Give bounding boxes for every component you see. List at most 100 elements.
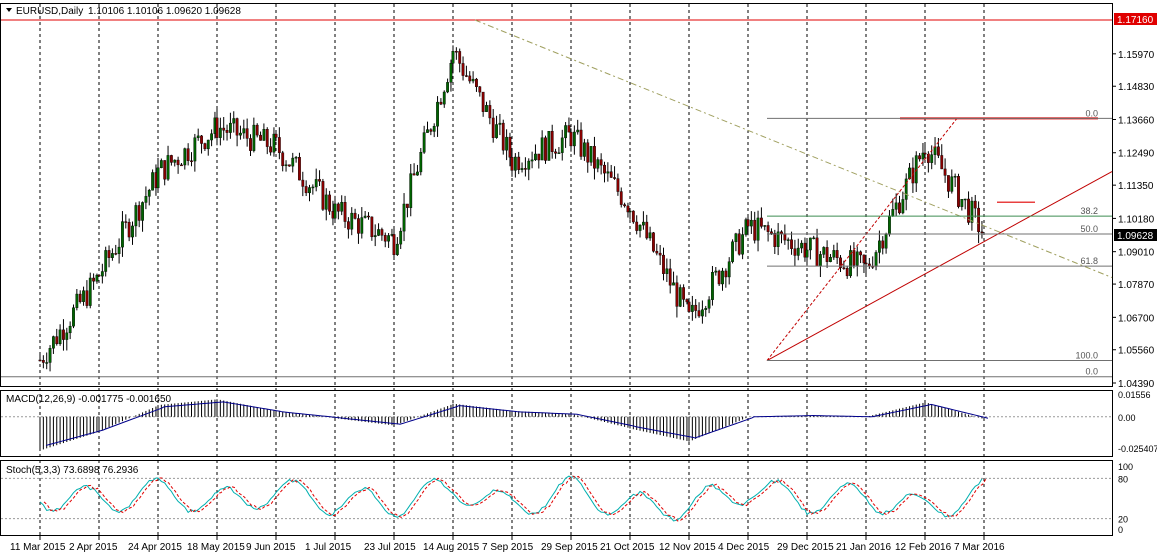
candle — [513, 153, 517, 178]
candle — [544, 135, 547, 164]
candle — [308, 184, 311, 202]
candle — [206, 139, 210, 156]
candle — [855, 246, 859, 277]
candle — [127, 218, 131, 242]
candle — [468, 71, 472, 84]
candle — [225, 124, 229, 141]
date-label: 12 Feb 2016 — [895, 542, 952, 553]
dropdown-triangle-icon[interactable] — [6, 8, 12, 12]
candle — [52, 335, 55, 354]
candle — [281, 150, 285, 172]
candle — [898, 195, 901, 215]
candle — [245, 118, 249, 147]
date-axis: 11 Mar 2015 2 Apr 2015 24 Apr 2015 18 May 2… — [10, 536, 1005, 553]
candle — [589, 146, 593, 166]
candle — [147, 188, 151, 206]
candle — [845, 265, 849, 279]
candle — [78, 290, 82, 304]
candle — [429, 128, 433, 136]
candle — [623, 202, 627, 208]
candle — [631, 210, 635, 224]
candle — [786, 237, 790, 250]
candle — [701, 300, 704, 324]
candle — [377, 223, 380, 237]
candle — [478, 86, 482, 97]
candle — [790, 231, 793, 255]
candle — [776, 223, 780, 256]
date-label: 29 Dec 2015 — [777, 542, 834, 553]
candle — [321, 178, 325, 211]
candle — [367, 212, 370, 220]
candle — [114, 244, 118, 256]
candle — [616, 173, 620, 196]
candle — [501, 119, 505, 155]
candle — [557, 147, 561, 154]
candle — [151, 169, 154, 191]
candle — [439, 98, 443, 106]
macd-label: MACD(12,26,9) -0.001775 -0.001650 — [6, 394, 172, 405]
candle — [301, 171, 305, 197]
candle — [583, 138, 586, 161]
fib-level-label: 61.8 — [1080, 256, 1098, 266]
candle — [88, 272, 92, 309]
candle — [579, 122, 583, 160]
date-label: 7 Mar 2016 — [954, 542, 1005, 553]
candle — [357, 214, 360, 244]
candle — [95, 273, 99, 284]
candle — [668, 258, 672, 294]
date-label: 21 Jan 2016 — [836, 542, 891, 553]
candle — [471, 71, 475, 84]
candle — [550, 124, 554, 159]
candle — [176, 156, 180, 174]
candle — [324, 188, 328, 221]
candle — [294, 156, 298, 163]
candle — [272, 127, 276, 157]
high-price-label: 1.17160 — [1117, 15, 1154, 26]
candle — [554, 148, 557, 159]
candle — [878, 230, 881, 264]
candle — [825, 240, 829, 268]
candle — [419, 148, 423, 176]
candle — [85, 280, 89, 309]
candle — [392, 228, 396, 261]
candle — [55, 328, 59, 346]
candle — [491, 109, 495, 143]
candle — [461, 56, 465, 81]
candle — [914, 151, 918, 192]
symbol-label: EURUSD,Daily — [16, 6, 83, 17]
candle — [488, 100, 492, 125]
candle — [672, 271, 675, 286]
date-label: 4 Dec 2015 — [718, 542, 770, 553]
candle — [658, 245, 662, 266]
candle — [72, 304, 75, 329]
stochastic-lines — [1, 475, 1112, 522]
candle — [963, 198, 967, 210]
ohlc-values: 1.10106 1.10106 1.09620 1.09628 — [88, 6, 241, 17]
fib-level-label: 50.0 — [1080, 224, 1098, 234]
candle — [475, 77, 478, 92]
macd-tick-label: 0.00 — [1118, 413, 1136, 423]
fib-level-label: 0.0 — [1085, 367, 1098, 377]
candle — [760, 207, 763, 229]
candle — [353, 208, 357, 220]
candle — [481, 91, 485, 117]
candle — [763, 225, 767, 231]
candle — [576, 119, 580, 135]
candle — [350, 207, 354, 236]
candle — [520, 162, 524, 173]
candle — [724, 268, 728, 288]
candle — [288, 164, 291, 167]
candle — [422, 125, 426, 154]
candle — [107, 245, 111, 268]
candle — [690, 295, 694, 321]
candle — [117, 238, 121, 264]
candle — [881, 236, 885, 255]
candle — [45, 352, 49, 370]
candle — [626, 202, 630, 218]
candle — [737, 229, 741, 256]
candle — [665, 258, 669, 282]
candle — [200, 134, 203, 154]
candle — [508, 132, 512, 167]
candle — [655, 243, 659, 256]
